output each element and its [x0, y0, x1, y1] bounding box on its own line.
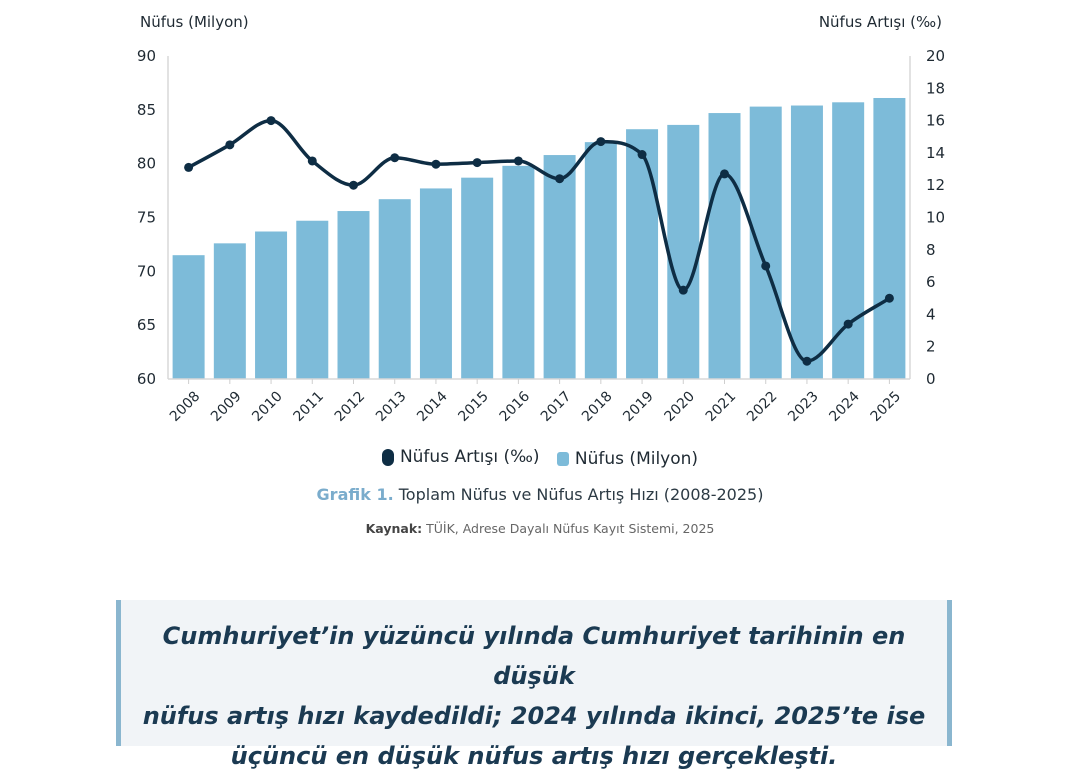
bars-layer: [172, 97, 906, 380]
bar-2013: [378, 199, 411, 379]
callout-line-1: Cumhuriyet’in yüzüncü yılında Cumhuriyet…: [162, 622, 906, 690]
bar-2021: [708, 113, 741, 380]
callout-text: Cumhuriyet’in yüzüncü yılında Cumhuriyet…: [141, 616, 927, 776]
x-tick-label-2016: 2016: [497, 388, 534, 425]
bar-2010: [255, 231, 288, 379]
x-tick-label-2013: 2013: [373, 388, 410, 425]
x-tick-label-2012: 2012: [332, 388, 369, 425]
bar-2019: [626, 129, 659, 379]
rate-point-2018: [596, 137, 606, 147]
axes-layer: [167, 56, 911, 384]
bar-2016: [502, 165, 535, 379]
right-tick-label-6: 6: [926, 273, 936, 291]
rate-point-2025: [884, 293, 894, 303]
source-text: TÜİK, Adrese Dayalı Nüfus Kayıt Sistemi,…: [422, 521, 715, 536]
rate-point-2014: [431, 159, 441, 169]
line-layer: [184, 116, 894, 366]
left-tick-label-65: 65: [137, 316, 156, 334]
legend-item-population: Nüfus (Milyon): [556, 448, 699, 469]
caption-text: Toplam Nüfus ve Nüfus Artış Hızı (2008-2…: [393, 485, 764, 504]
x-tick-label-2023: 2023: [785, 388, 822, 425]
bar-2023: [790, 105, 823, 379]
left-tick-label-75: 75: [137, 209, 156, 227]
legend-item-rate: Nüfus Artışı (‰): [381, 447, 540, 467]
rate-point-2011: [307, 156, 317, 166]
figure-caption: Grafik 1. Toplam Nüfus ve Nüfus Artış Hı…: [0, 485, 1080, 504]
callout-line-3: üçüncü en düşük nüfus artış hızı gerçekl…: [230, 742, 838, 770]
x-tick-label-2022: 2022: [744, 388, 781, 425]
right-tick-label-12: 12: [926, 176, 945, 194]
rate-point-2010: [266, 116, 276, 126]
bar-2011: [296, 220, 329, 379]
left-tick-label-70: 70: [137, 262, 156, 280]
rate-point-2015: [472, 158, 482, 168]
left-tick-label-90: 90: [137, 47, 156, 65]
left-tick-label-80: 80: [137, 155, 156, 173]
bar-2017: [543, 155, 576, 379]
x-tick-label-2020: 2020: [662, 388, 699, 425]
rate-point-2019: [637, 150, 647, 160]
callout-line-2: nüfus artış hızı kaydedildi; 2024 yılınd…: [142, 702, 926, 730]
rate-point-2017: [555, 174, 565, 184]
right-tick-label-14: 14: [926, 144, 945, 162]
x-tick-label-2018: 2018: [579, 388, 616, 425]
rate-point-2022: [761, 261, 771, 271]
x-tick-label-2011: 2011: [291, 388, 328, 425]
right-tick-label-2: 2: [926, 338, 936, 356]
bar-2015: [461, 177, 494, 379]
x-tick-label-2009: 2009: [208, 388, 245, 425]
left-tick-label-85: 85: [137, 101, 156, 119]
legend-label-rate: Nüfus Artışı (‰): [399, 447, 540, 467]
rate-point-2016: [513, 156, 523, 166]
bar-2014: [419, 188, 452, 379]
caption-label: Grafik 1.: [316, 485, 394, 504]
bar-2018: [584, 142, 617, 379]
x-tick-label-2015: 2015: [455, 388, 492, 425]
bar-2008: [172, 255, 205, 379]
right-tick-label-20: 20: [926, 47, 945, 65]
legend: Nüfus Artışı (‰) Nüfus (Milyon): [0, 447, 1080, 471]
bar-2020: [667, 124, 700, 379]
right-tick-label-10: 10: [926, 209, 945, 227]
x-tick-label-2024: 2024: [826, 388, 863, 425]
right-tick-label-16: 16: [926, 112, 945, 130]
x-tick-label-2010: 2010: [249, 388, 286, 425]
rate-point-2020: [678, 285, 688, 295]
bar-2025: [873, 97, 906, 380]
rate-point-2008: [184, 162, 194, 172]
right-tick-label-0: 0: [926, 370, 936, 388]
source-label: Kaynak:: [365, 521, 423, 536]
right-tick-label-4: 4: [926, 305, 936, 323]
rate-point-2012: [349, 180, 358, 190]
bar-2012: [337, 211, 370, 379]
rate-point-2023: [802, 356, 812, 366]
source-note: Kaynak: TÜİK, Adrese Dayalı Nüfus Kayıt …: [0, 521, 1080, 536]
right-tick-label-18: 18: [926, 79, 945, 97]
x-tick-label-2008: 2008: [167, 388, 204, 425]
rate-line: [187, 118, 891, 363]
callout-box: Cumhuriyet’in yüzüncü yılında Cumhuriyet…: [116, 600, 952, 770]
right-axis-title: Nüfus Artışı (‰): [818, 13, 942, 31]
x-tick-label-2017: 2017: [538, 388, 575, 425]
x-tick-label-2025: 2025: [868, 388, 905, 425]
rate-point-2021: [720, 169, 729, 179]
legend-swatch-bar: [556, 451, 569, 466]
x-tick-label-2014: 2014: [414, 388, 451, 425]
x-tick-label-2019: 2019: [620, 388, 657, 425]
legend-swatch-line: [381, 448, 394, 466]
rate-point-2009: [225, 140, 235, 150]
x-tick-label-2021: 2021: [703, 388, 740, 425]
bar-2009: [213, 243, 246, 379]
rate-point-2024: [843, 319, 853, 329]
left-tick-label-60: 60: [137, 370, 156, 388]
rate-point-2013: [390, 153, 400, 163]
legend-label-population: Nüfus (Milyon): [574, 448, 699, 469]
left-axis-title: Nüfus (Milyon): [140, 13, 249, 31]
right-tick-label-8: 8: [926, 241, 936, 259]
bar-2022: [749, 106, 782, 379]
